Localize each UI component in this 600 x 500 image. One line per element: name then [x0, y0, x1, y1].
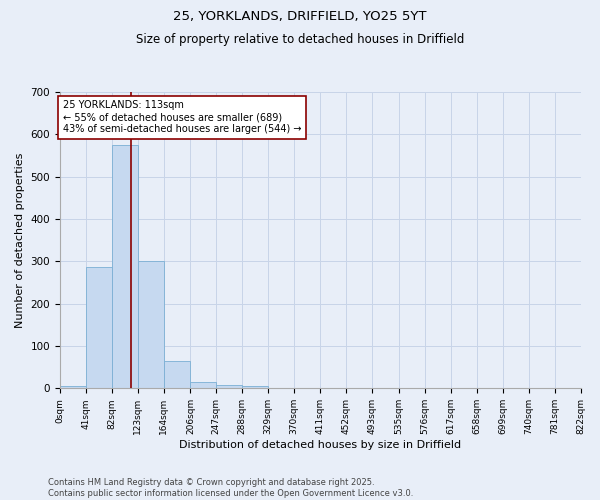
Bar	[86, 267, 112, 388]
Bar	[217, 385, 242, 388]
Bar	[164, 361, 190, 388]
Bar	[138, 262, 164, 388]
Bar	[112, 145, 138, 388]
Text: 25 YORKLANDS: 113sqm
← 55% of detached houses are smaller (689)
43% of semi-deta: 25 YORKLANDS: 113sqm ← 55% of detached h…	[63, 100, 302, 134]
Text: 25, YORKLANDS, DRIFFIELD, YO25 5YT: 25, YORKLANDS, DRIFFIELD, YO25 5YT	[173, 10, 427, 23]
Bar	[242, 386, 268, 388]
Bar	[60, 386, 86, 388]
X-axis label: Distribution of detached houses by size in Driffield: Distribution of detached houses by size …	[179, 440, 461, 450]
Text: Contains HM Land Registry data © Crown copyright and database right 2025.
Contai: Contains HM Land Registry data © Crown c…	[48, 478, 413, 498]
Bar	[190, 382, 217, 388]
Y-axis label: Number of detached properties: Number of detached properties	[15, 152, 25, 328]
Text: Size of property relative to detached houses in Driffield: Size of property relative to detached ho…	[136, 32, 464, 46]
